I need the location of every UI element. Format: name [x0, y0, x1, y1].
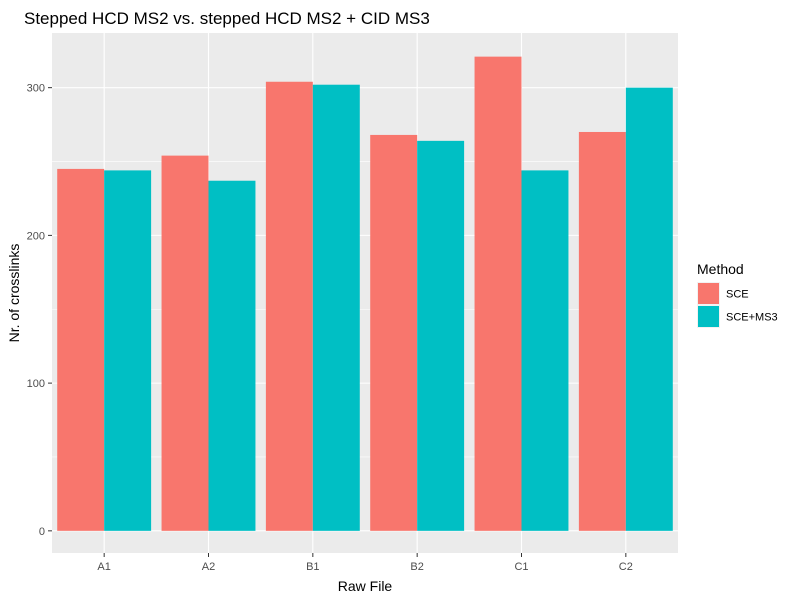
bar-sce-ms3-b1	[312, 84, 360, 531]
y-tick-label: 0	[39, 526, 45, 538]
bar-sce-ms3-c2	[625, 87, 673, 531]
bar-sce-b1	[265, 81, 313, 531]
x-axis: A1 A2 B1 B2 C1 C2	[97, 553, 633, 573]
x-tick-label: C2	[619, 561, 633, 573]
x-tick-label: B2	[410, 561, 423, 573]
y-axis: 0 100 200 300	[27, 83, 52, 538]
x-tick-label: B1	[306, 561, 319, 573]
grid-minor	[52, 161, 678, 458]
legend-title: Method	[697, 261, 744, 277]
bars	[57, 56, 673, 531]
legend-key-sce	[698, 283, 719, 304]
bar-sce-a2	[161, 155, 209, 531]
bar-sce-b2	[370, 134, 418, 531]
chart-title: Stepped HCD MS2 vs. stepped HCD MS2 + CI…	[24, 9, 430, 28]
legend-label: SCE	[726, 289, 749, 301]
bar-sce-c1	[474, 56, 522, 531]
bar-sce-c2	[578, 131, 626, 531]
x-tick-label: C1	[514, 561, 528, 573]
bar-sce-ms3-a2	[208, 180, 256, 531]
bar-sce-a1	[57, 168, 105, 531]
y-tick-label: 300	[27, 83, 45, 95]
plot-panel	[52, 33, 678, 553]
y-axis-label: Nr. of crosslinks	[6, 244, 22, 343]
x-tick-label: A1	[97, 561, 110, 573]
x-tick-label: A2	[202, 561, 215, 573]
bar-sce-ms3-a1	[104, 170, 152, 531]
legend: Method SCE SCE+MS3	[697, 261, 778, 328]
y-tick-label: 200	[27, 230, 45, 242]
legend-key-sce-ms3	[698, 306, 719, 327]
bar-sce-ms3-b2	[417, 140, 465, 531]
y-tick-label: 100	[27, 378, 45, 390]
bar-sce-ms3-c1	[521, 170, 569, 531]
x-axis-label: Raw File	[338, 578, 393, 594]
legend-label: SCE+MS3	[726, 312, 778, 324]
